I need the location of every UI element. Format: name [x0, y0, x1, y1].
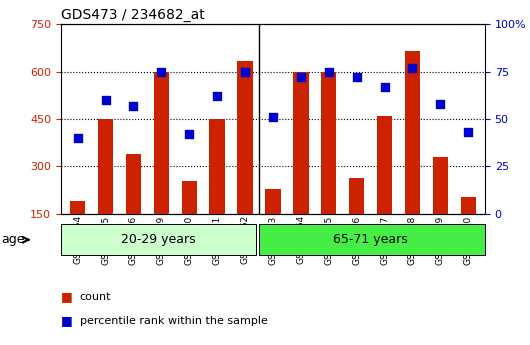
Bar [126, 154, 141, 214]
Text: age: age [2, 233, 25, 246]
Bar [259, 224, 485, 255]
Bar [461, 197, 476, 214]
Point [269, 114, 277, 120]
Bar [321, 71, 337, 214]
Text: 20-29 years: 20-29 years [121, 233, 196, 246]
Text: GDS473 / 234682_at: GDS473 / 234682_at [61, 8, 205, 22]
Point [297, 75, 305, 80]
Point [101, 97, 110, 103]
Point [408, 65, 417, 70]
Point [74, 135, 82, 141]
Bar [209, 119, 225, 214]
Point [324, 69, 333, 74]
Point [436, 101, 445, 107]
Bar [377, 116, 392, 214]
Bar [154, 71, 169, 214]
Bar [432, 157, 448, 214]
Point [381, 84, 389, 89]
Bar [61, 224, 256, 255]
Bar [293, 71, 308, 214]
Bar [70, 201, 85, 214]
Bar [182, 181, 197, 214]
Text: 65-71 years: 65-71 years [333, 233, 408, 246]
Bar [237, 60, 253, 214]
Bar [98, 119, 113, 214]
Point [352, 75, 361, 80]
Bar [349, 178, 364, 214]
Text: percentile rank within the sample: percentile rank within the sample [80, 316, 267, 326]
Point [185, 131, 193, 137]
Bar [266, 189, 280, 214]
Text: count: count [80, 292, 111, 302]
Point [241, 69, 249, 74]
Bar [405, 51, 420, 214]
Point [129, 103, 138, 108]
Point [213, 93, 222, 99]
Point [464, 129, 472, 135]
Text: ■: ■ [61, 314, 77, 327]
Point [157, 69, 165, 74]
Text: ■: ■ [61, 290, 77, 303]
